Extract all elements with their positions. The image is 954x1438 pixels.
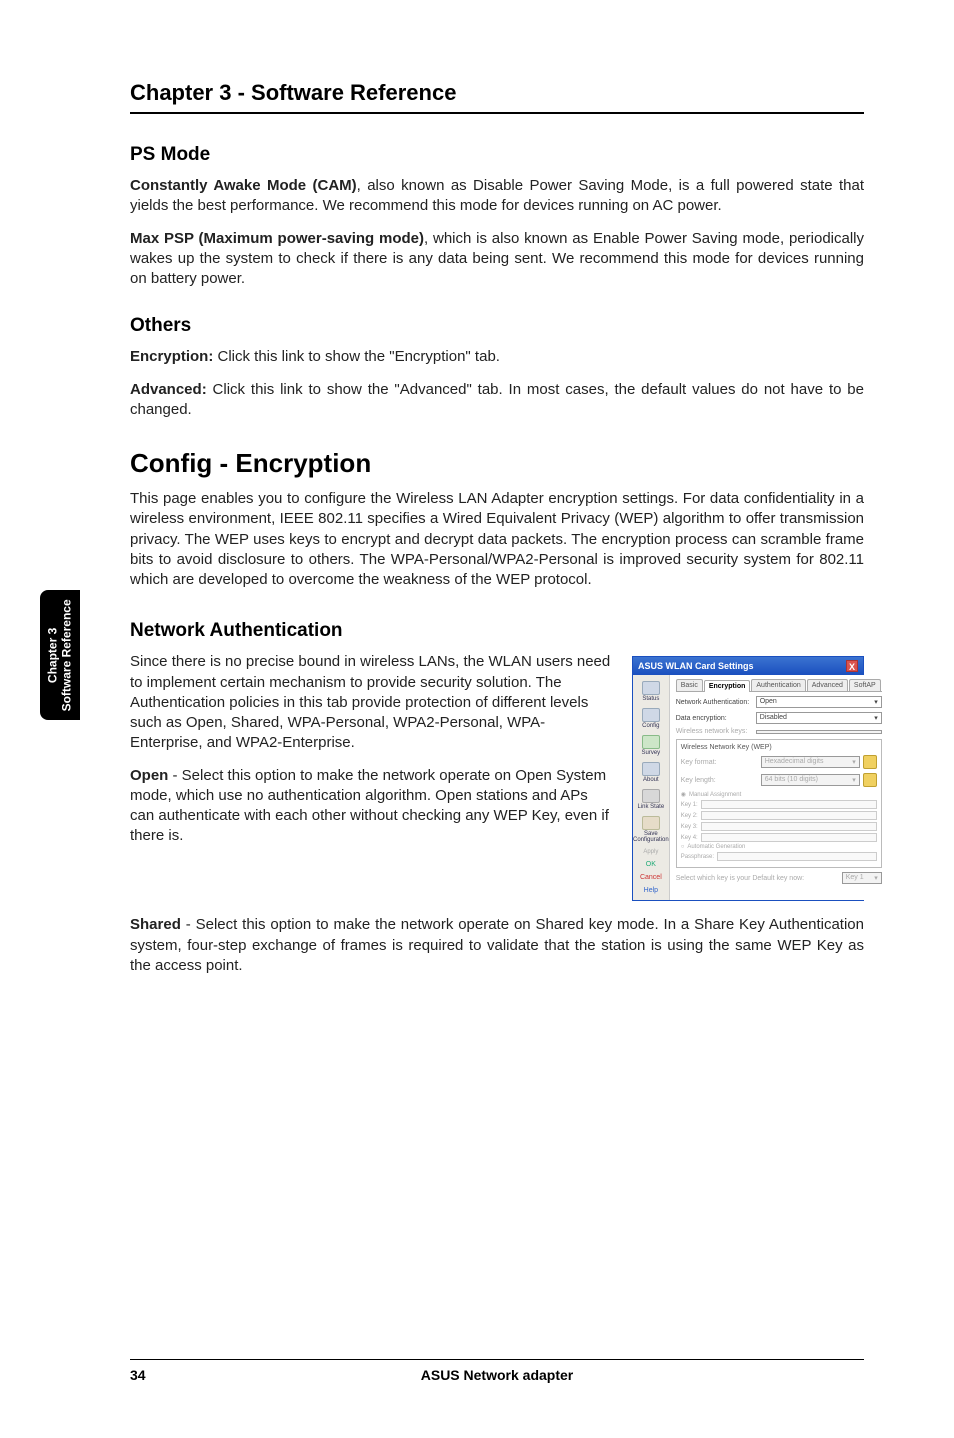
lock-icon <box>863 755 877 769</box>
passphrase-input <box>717 852 877 861</box>
config-p1: This page enables you to configure the W… <box>130 489 864 590</box>
key4-row: Key 4: <box>681 833 877 842</box>
tab-authentication[interactable]: Authentication <box>751 679 805 691</box>
psmode-p2: Max PSP (Maximum power-saving mode), whi… <box>130 229 864 290</box>
netauth-select[interactable]: Open▾ <box>756 696 882 708</box>
key1-row: Key 1: <box>681 800 877 809</box>
netauth-label: Network Authentication: <box>676 699 756 706</box>
row-netauth: Network Authentication: Open▾ <box>676 696 882 708</box>
others-p1: Encryption: Click this link to show the … <box>130 347 864 367</box>
lock-icon-2 <box>863 773 877 787</box>
netauth-p1: Since there is no precise bound in wirel… <box>130 652 614 753</box>
defaultkey-label: Select which key is your Default key now… <box>676 875 842 882</box>
survey-icon <box>642 735 660 749</box>
wnk-input <box>756 730 882 734</box>
nav-status[interactable]: Status <box>633 679 669 704</box>
dataenc-select[interactable]: Disabled▾ <box>756 712 882 724</box>
manual-radio: ◉ Manual Assignment <box>681 791 877 798</box>
tab-softap[interactable]: SoftAP <box>849 679 881 691</box>
psmode-p1: Constantly Awake Mode (CAM), also known … <box>130 176 864 217</box>
row-wnk: Wireless network keys: <box>676 728 882 735</box>
keylength-select: 64 bits (10 digits)▾ <box>761 774 860 786</box>
defaultkey-row: Select which key is your Default key now… <box>676 872 882 884</box>
nav-cancel[interactable]: Cancel <box>633 872 669 883</box>
dialog-titlebar: ASUS WLAN Card Settings X <box>633 657 863 675</box>
wnk-label: Wireless network keys: <box>676 728 756 735</box>
about-icon <box>642 762 660 776</box>
key4-input <box>701 833 877 842</box>
footer-rule <box>130 1359 864 1360</box>
linkstate-icon <box>642 789 660 803</box>
autogen-radio: ○ Automatic Generation <box>681 844 877 850</box>
tab-encryption[interactable]: Encryption <box>704 680 751 692</box>
page-footer: 34 ASUS Network adapter <box>130 1367 864 1383</box>
defaultkey-select: Key 1▾ <box>842 872 882 884</box>
dataenc-label: Data encryption: <box>676 715 756 722</box>
netauth-p2: Open - Select this option to make the ne… <box>130 766 614 847</box>
psmode-heading: PS Mode <box>130 144 864 166</box>
page-number: 34 <box>130 1367 170 1383</box>
others-heading: Others <box>130 315 864 337</box>
nav-survey[interactable]: Survey <box>633 733 669 758</box>
others-p2: Advanced: Click this link to show the "A… <box>130 380 864 421</box>
nav-saveconfig[interactable]: Save Configuration <box>633 814 669 845</box>
netauth-heading: Network Authentication <box>130 620 864 642</box>
nav-apply[interactable]: Apply <box>633 847 669 857</box>
footer-title: ASUS Network adapter <box>170 1367 824 1383</box>
status-icon <box>642 681 660 695</box>
settings-dialog: ASUS WLAN Card Settings X Status Config … <box>632 656 864 901</box>
key2-row: Key 2: <box>681 811 877 820</box>
tab-advanced[interactable]: Advanced <box>807 679 848 691</box>
config-icon <box>642 708 660 722</box>
close-icon[interactable]: X <box>846 660 858 672</box>
config-heading: Config - Encryption <box>130 448 864 479</box>
key3-row: Key 3: <box>681 822 877 831</box>
key3-input <box>701 822 877 831</box>
save-icon <box>642 816 660 830</box>
nav-ok[interactable]: OK <box>633 859 669 870</box>
key2-input <box>701 811 877 820</box>
dialog-nav: Status Config Survey About Link State Sa… <box>633 675 670 900</box>
key1-input <box>701 800 877 809</box>
tab-basic[interactable]: Basic <box>676 679 703 691</box>
wep-fieldset: Wireless Network Key (WEP) Key format: H… <box>676 739 882 868</box>
nav-about[interactable]: About <box>633 760 669 785</box>
row-dataenc: Data encryption: Disabled▾ <box>676 712 882 724</box>
nav-help[interactable]: Help <box>633 885 669 896</box>
keyformat-select: Hexadecimal digits▾ <box>761 756 860 768</box>
keyformat-label: Key format: <box>681 759 761 766</box>
wep-legend: Wireless Network Key (WEP) <box>681 744 877 751</box>
netauth-p3: Shared - Select this option to make the … <box>130 915 864 976</box>
keylength-label: Key length: <box>681 777 761 784</box>
passphrase-row: Passphrase: <box>681 852 877 861</box>
chapter-title: Chapter 3 - Software Reference <box>130 80 864 106</box>
nav-linkstate[interactable]: Link State <box>633 787 669 812</box>
dialog-tabs: Basic Encryption Authentication Advanced… <box>676 679 882 692</box>
dialog-title-text: ASUS WLAN Card Settings <box>638 661 754 671</box>
header-rule <box>130 112 864 114</box>
nav-config[interactable]: Config <box>633 706 669 731</box>
